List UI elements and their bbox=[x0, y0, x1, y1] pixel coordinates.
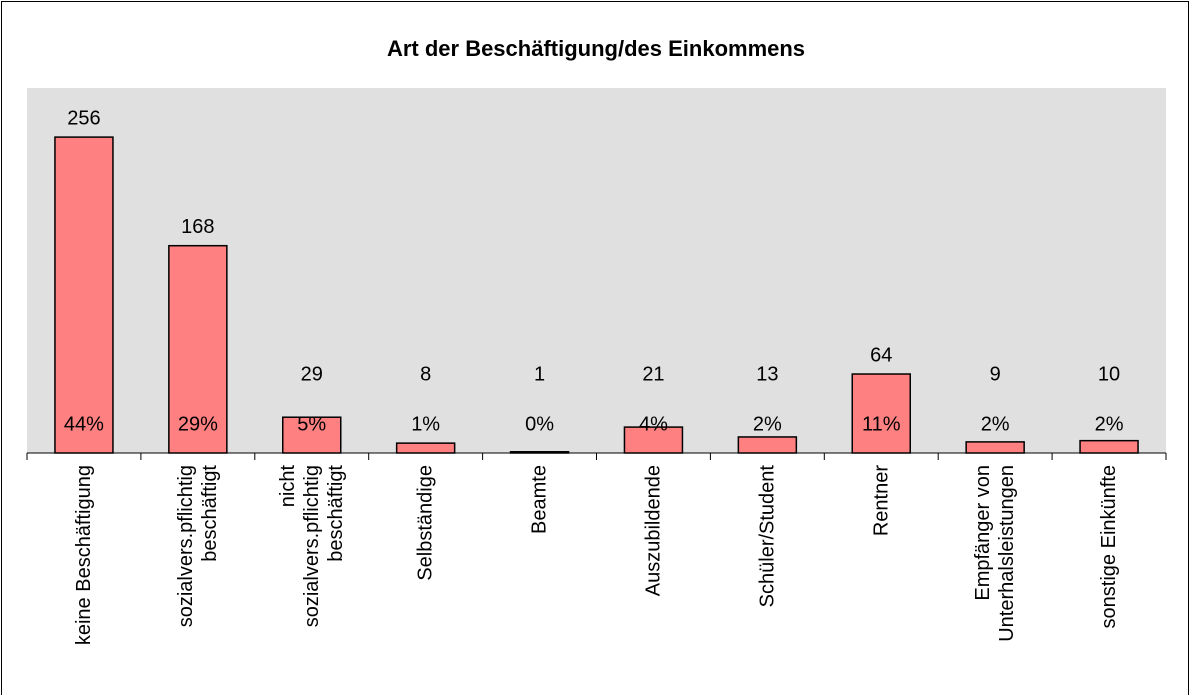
bar bbox=[965, 441, 1025, 454]
x-tick-label: Empfänger von Unterhalsleistungen bbox=[972, 465, 1018, 642]
percent-label: 2% bbox=[753, 413, 782, 435]
bar bbox=[282, 416, 342, 454]
percent-label: 4% bbox=[639, 413, 668, 435]
bar bbox=[851, 373, 911, 454]
x-tick-label: Auszubildende bbox=[642, 465, 664, 596]
x-tick-label-line: Selbständige bbox=[415, 465, 437, 581]
x-tick-label-line: keine Beschäftigung bbox=[73, 465, 95, 645]
x-tick-label: Rentner bbox=[870, 465, 892, 536]
percent-label: 11% bbox=[862, 413, 901, 435]
value-label: 168 bbox=[181, 216, 214, 238]
x-tick-label-line: sozialvers.pflichtig bbox=[301, 465, 323, 627]
x-tick-label-line: Unterhalsleistungen bbox=[996, 465, 1018, 642]
x-tick-label-line: Empfänger von bbox=[972, 465, 994, 601]
x-tick-label-line: beschäftigt bbox=[325, 465, 347, 562]
chart-title: Art der Beschäftigung/des Einkommens bbox=[387, 36, 805, 61]
percent-label: 2% bbox=[1095, 413, 1124, 435]
x-tick-label-line: nicht bbox=[277, 465, 299, 508]
x-tick-label-line: Beamte bbox=[529, 465, 551, 534]
value-label: 8 bbox=[420, 363, 431, 385]
x-tick-label-line: beschäftigt bbox=[199, 465, 221, 562]
x-tick-label-line: sonstige Einkünfte bbox=[1098, 465, 1120, 628]
x-tick-label: Schüler/Student bbox=[756, 465, 778, 608]
value-label: 13 bbox=[756, 363, 778, 385]
value-label: 64 bbox=[870, 344, 892, 366]
x-tick-label: Beamte bbox=[529, 465, 551, 534]
x-tick-label-line: Rentner bbox=[870, 465, 892, 536]
x-tick-label: sozialvers.pflichtig beschäftigt bbox=[175, 465, 221, 628]
percent-label: 44% bbox=[64, 413, 104, 435]
percent-label: 0% bbox=[525, 413, 554, 435]
x-tick-label: nicht sozialvers.pflichtig beschäftigt bbox=[277, 465, 347, 628]
value-label: 21 bbox=[642, 363, 664, 385]
x-tick-label: sonstige Einkünfte bbox=[1098, 465, 1120, 628]
bar bbox=[1079, 439, 1139, 454]
value-label: 9 bbox=[990, 363, 1001, 385]
percent-label: 1% bbox=[411, 413, 440, 435]
bar bbox=[395, 442, 456, 454]
bar bbox=[168, 244, 228, 454]
value-label: 1 bbox=[534, 363, 545, 385]
x-tick-label-line: Auszubildende bbox=[642, 465, 664, 596]
x-tick-label-line: sozialvers.pflichtig bbox=[175, 465, 197, 627]
percent-label: 29% bbox=[178, 413, 218, 435]
bar bbox=[509, 451, 570, 454]
value-label: 256 bbox=[67, 107, 100, 129]
bar bbox=[623, 426, 684, 454]
percent-label: 2% bbox=[981, 413, 1010, 435]
percent-label: 5% bbox=[297, 413, 326, 435]
x-tick-label-line: Schüler/Student bbox=[756, 465, 778, 608]
bar bbox=[737, 436, 798, 454]
x-tick-label: keine Beschäftigung bbox=[73, 465, 95, 645]
bar bbox=[54, 136, 114, 454]
value-label: 29 bbox=[301, 363, 323, 385]
x-tick-label: Selbständige bbox=[415, 465, 437, 581]
value-label: 10 bbox=[1098, 363, 1120, 385]
